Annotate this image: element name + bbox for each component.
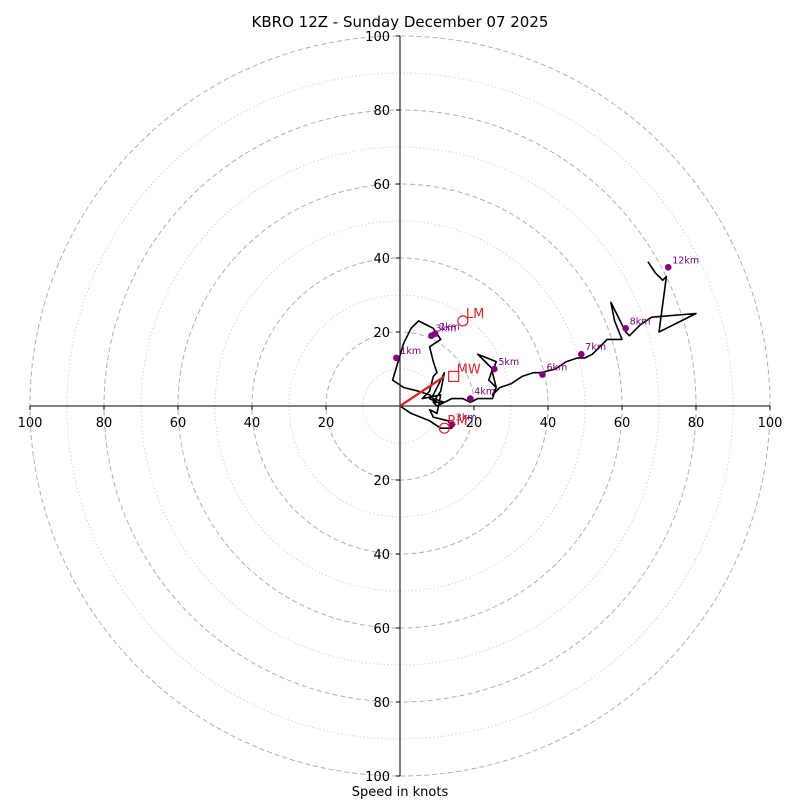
marker-mw-label: MW <box>457 362 481 377</box>
height-label-6km: 6km <box>546 363 567 374</box>
hodograph-line <box>391 261 697 430</box>
chart-title: KBRO 12Z - Sunday December 07 2025 <box>252 13 549 31</box>
height-label-7km: 7km <box>585 342 606 353</box>
height-label-5km: 5km <box>498 357 519 368</box>
y-tick-label: 80 <box>373 104 390 119</box>
height-point-6km <box>539 371 546 378</box>
height-point-3km <box>428 332 435 340</box>
shear-vector <box>399 375 446 407</box>
height-label-8km: 8km <box>630 316 651 327</box>
y-tick-label: 40 <box>373 252 390 267</box>
y-tick-label: 20 <box>373 326 390 341</box>
x-tick-label: 100 <box>18 416 43 431</box>
x-tick-labels: 100 80 60 40 20 20 40 60 80 100 <box>18 406 783 431</box>
hodograph-trace <box>391 261 697 430</box>
x-tick-label: 40 <box>244 416 261 431</box>
y-tick-label: 60 <box>373 622 390 637</box>
height-label-4km: 4km <box>474 387 495 398</box>
height-label-1km: 1km <box>400 346 421 357</box>
height-point-4km <box>467 395 474 402</box>
y-tick-label: 60 <box>373 178 390 193</box>
x-tick-label: 60 <box>614 416 631 431</box>
height-label-12km: 12km <box>672 255 699 266</box>
y-tick-label: 20 <box>373 474 390 489</box>
x-tick-label: 80 <box>688 416 705 431</box>
height-label-3km: 3km <box>435 324 456 335</box>
x-axis-label: Speed in knots <box>352 785 449 800</box>
y-tick-label: 100 <box>365 770 390 785</box>
height-label-2km: 2km <box>439 322 460 333</box>
bulk-shear-vector <box>399 375 446 407</box>
y-tick-labels: 100 80 60 40 20 20 40 60 80 100 <box>365 30 400 785</box>
height-point-7km <box>578 350 585 358</box>
marker-lm-circle <box>457 315 469 327</box>
y-tick-label: 40 <box>373 548 390 563</box>
height-point-8km <box>622 325 629 332</box>
height-point-12km <box>664 263 672 271</box>
y-tick-label: 80 <box>373 696 390 711</box>
height-point-5km <box>491 365 498 373</box>
marker-rm-circle <box>438 422 450 434</box>
x-tick-label: 20 <box>466 416 483 431</box>
storm-motion-markers: LM MW RM <box>438 307 484 434</box>
x-tick-label: 80 <box>96 416 113 431</box>
x-tick-label: 20 <box>318 416 335 431</box>
height-point-3km <box>448 421 456 428</box>
x-tick-label: 100 <box>758 416 783 431</box>
marker-mw-square <box>448 370 460 382</box>
x-tick-label: 40 <box>540 416 557 431</box>
height-label-3km: 3km <box>456 413 477 424</box>
y-tick-label: 100 <box>365 30 390 45</box>
marker-rm-label: RM <box>447 414 467 429</box>
height-point-1km <box>393 354 400 362</box>
x-tick-label: 60 <box>170 416 187 431</box>
marker-lm-label: LM <box>466 307 484 322</box>
